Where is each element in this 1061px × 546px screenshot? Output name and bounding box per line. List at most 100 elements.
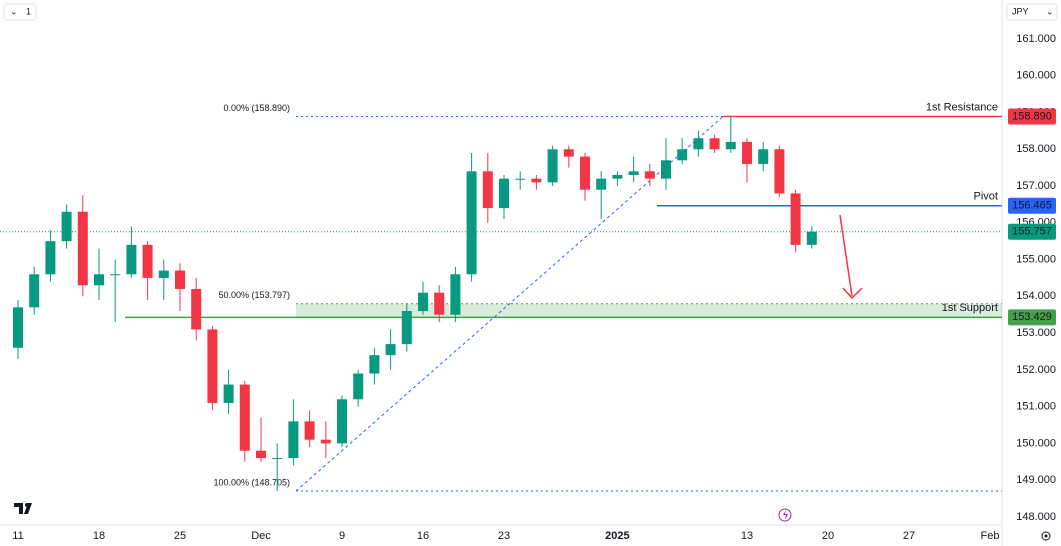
level-price-label: 158.890	[1012, 110, 1052, 122]
level-price-box	[1008, 108, 1056, 125]
events-icon[interactable]	[778, 508, 792, 522]
candle-body	[742, 141, 752, 164]
candle-body	[547, 149, 558, 183]
y-tick-label: 160.000	[1016, 70, 1056, 82]
candle-body	[29, 274, 40, 308]
interval-control[interactable]: ⌄ 1	[3, 3, 37, 21]
forecast-arrow	[839, 214, 863, 300]
x-tick-label: 18	[93, 530, 105, 542]
level-price-box	[1008, 309, 1056, 326]
candle-body	[596, 178, 607, 190]
level-name: 1st Resistance	[926, 101, 998, 113]
x-tick-label: 13	[741, 530, 753, 542]
x-tick-label: 11	[12, 530, 23, 542]
candle-body	[434, 292, 445, 315]
support-zone	[296, 303, 1002, 318]
candle-body	[774, 149, 785, 194]
candle-body	[499, 178, 509, 209]
x-tick-label: 27	[903, 530, 915, 542]
candle-body	[661, 160, 671, 179]
candle-body	[142, 244, 153, 278]
level-price-box	[1008, 197, 1056, 214]
x-tick-label: 9	[339, 530, 345, 542]
candle-body	[45, 241, 56, 275]
x-tick-label: 25	[174, 530, 186, 542]
level-name: Pivot	[974, 191, 998, 203]
candle-body	[693, 138, 704, 150]
svg-text:⌄: ⌄	[10, 6, 18, 16]
tradingview-logo	[14, 503, 32, 514]
candle-body	[466, 171, 477, 275]
candle-body	[61, 211, 72, 242]
x-tick-label: 2025	[605, 530, 629, 542]
candle-body	[158, 270, 169, 278]
candle-body	[450, 274, 461, 315]
currency-control[interactable]: JPY ⌄	[1006, 3, 1058, 21]
candle-body	[320, 439, 331, 444]
candle-body	[223, 384, 234, 403]
y-tick-label: 148.000	[1016, 511, 1056, 523]
fib-label: 0.00% (158.890)	[223, 103, 290, 113]
y-tick-label: 153.000	[1016, 327, 1056, 339]
y-tick-label: 155.000	[1016, 253, 1056, 265]
candle-body	[77, 211, 88, 286]
candle-body	[110, 274, 121, 276]
candle-body	[239, 384, 250, 451]
candle-body	[563, 149, 574, 157]
interval: 1	[26, 6, 31, 16]
candle-body	[725, 141, 736, 150]
candle-body	[531, 178, 542, 183]
y-tick-label: 158.000	[1016, 143, 1056, 155]
candle-body	[612, 175, 623, 179]
y-tick-label: 154.000	[1016, 290, 1056, 302]
x-tick-label: 16	[417, 530, 429, 542]
candle-body	[337, 399, 347, 444]
y-tick-label: 150.000	[1016, 437, 1056, 449]
candle-body	[369, 355, 380, 374]
x-tick-label: Dec	[251, 530, 271, 542]
y-tick-label: 161.000	[1016, 33, 1056, 45]
settings-icon[interactable]	[1041, 531, 1051, 541]
candle-body	[644, 171, 655, 179]
candle-body	[126, 244, 137, 275]
fib-trend-line	[295, 116, 724, 492]
x-tick-label: 23	[498, 530, 510, 542]
y-tick-label: 149.000	[1016, 474, 1056, 486]
y-tick-label: 152.000	[1016, 364, 1056, 376]
candle-body	[418, 292, 428, 312]
svg-text:⌄: ⌄	[1046, 6, 1054, 16]
candle-body	[288, 421, 299, 459]
level-price-label: 153.429	[1012, 311, 1052, 323]
y-tick-label: 157.000	[1016, 180, 1056, 192]
candle-body	[709, 138, 720, 150]
candle-body	[13, 307, 23, 348]
last-price-box	[1008, 223, 1056, 240]
candle-body	[677, 149, 688, 161]
candle-body	[385, 344, 396, 356]
currency: JPY	[1012, 6, 1029, 16]
candle-body	[628, 171, 639, 175]
candle-body	[758, 149, 769, 164]
candle-body	[580, 156, 590, 190]
candle-body	[207, 329, 218, 403]
candle-body	[401, 311, 412, 345]
candle-body	[304, 421, 315, 440]
x-tick-label: 20	[822, 530, 834, 542]
y-tick-label: 151.000	[1016, 401, 1056, 413]
fib-label: 50.00% (153.797)	[218, 290, 290, 300]
candle-body	[515, 178, 526, 180]
fib-label: 100.00% (148.705)	[213, 477, 290, 487]
level-name: 1st Support	[942, 302, 998, 314]
candle-body	[353, 373, 364, 400]
candle-body	[482, 171, 493, 209]
candle-body	[272, 458, 283, 460]
candle-body	[175, 270, 185, 289]
candle-body	[256, 450, 266, 459]
candle-body	[94, 274, 104, 286]
x-tick-label: Feb	[981, 530, 1000, 542]
candle-body	[790, 193, 801, 245]
candle-body	[191, 288, 202, 330]
candle-body	[806, 231, 817, 245]
level-price-label: 156.465	[1012, 200, 1052, 212]
